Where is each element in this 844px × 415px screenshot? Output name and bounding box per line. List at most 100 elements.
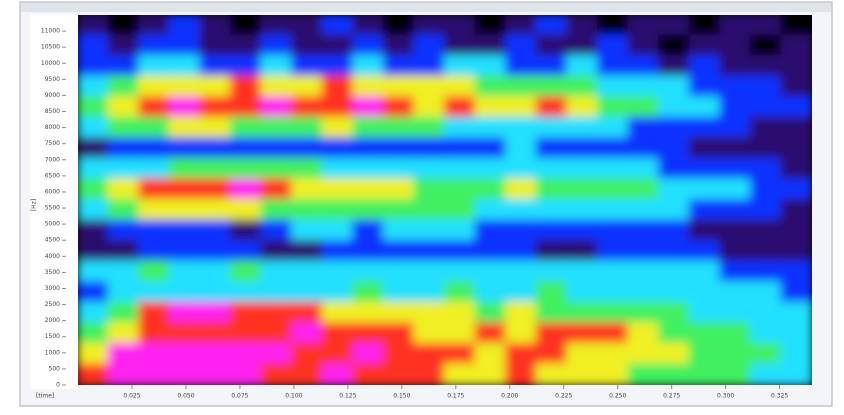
heatmap-cell (321, 301, 355, 325)
heatmap-cell (444, 34, 477, 58)
heatmap-cell (596, 55, 630, 78)
heatmap-cell (413, 342, 446, 366)
heatmap-cell (382, 157, 416, 181)
heatmap-cell (382, 34, 416, 58)
heatmap-cell (260, 240, 294, 263)
heatmap-cell (749, 342, 783, 366)
heatmap-cell (749, 15, 783, 37)
heatmap-cell (260, 116, 294, 140)
y-tick-label: 1000 (45, 349, 60, 356)
heatmap-cell (780, 178, 812, 201)
heatmap-cell (749, 178, 783, 201)
heatmap-cell (688, 281, 722, 304)
heatmap-cell (596, 281, 630, 304)
y-axis-panel (30, 14, 78, 389)
heatmap-cell (535, 116, 569, 140)
x-tick-label: 0.300 (717, 393, 734, 400)
heatmap-cell (535, 137, 569, 160)
heatmap-cell (749, 157, 783, 181)
heatmap-cell (138, 137, 171, 160)
heatmap-cell (78, 157, 110, 181)
heatmap-cell (138, 260, 171, 284)
heatmap-cell (107, 199, 141, 222)
heatmap-cell (535, 301, 569, 325)
heatmap-cell (719, 301, 752, 325)
heatmap-cell (321, 96, 355, 119)
heatmap-cell (688, 178, 722, 201)
heatmap-cell (719, 34, 752, 58)
heatmap-cell (138, 240, 171, 263)
heatmap-cell (352, 137, 385, 160)
heatmap-cell (444, 322, 477, 345)
heatmap-cell (382, 260, 416, 284)
heatmap-cell (260, 96, 294, 119)
heatmap-cell (505, 260, 538, 284)
heatmap-cell (474, 363, 508, 385)
heatmap-cell (474, 137, 508, 160)
heatmap-cell (658, 137, 691, 160)
heatmap-cell (780, 34, 812, 58)
heatmap-cell (596, 137, 630, 160)
heatmap-cell (291, 260, 324, 284)
heatmap-cell (382, 96, 416, 119)
heatmap-cell (688, 137, 722, 160)
heatmap-cell (719, 137, 752, 160)
heatmap-cell (413, 301, 446, 325)
heatmap-cell (444, 75, 477, 99)
heatmap-cell (78, 342, 110, 366)
heatmap-cell (535, 260, 569, 284)
heatmap-cell (138, 75, 171, 99)
title-bar (21, 3, 831, 12)
heatmap-cell (199, 301, 232, 325)
heatmap-cell (382, 75, 416, 99)
heatmap-cell (535, 363, 569, 385)
heatmap-cell (749, 301, 783, 325)
heatmap-cell (107, 178, 141, 201)
heatmap-cell (658, 157, 691, 181)
heatmap-cell (107, 96, 141, 119)
heatmap-cell (505, 240, 538, 263)
heatmap-cell (260, 322, 294, 345)
heatmap-cell (382, 342, 416, 366)
heatmap-cell (505, 301, 538, 325)
heatmap-cell (780, 137, 812, 160)
heatmap-cell (291, 157, 324, 181)
heatmap-cell (627, 342, 661, 366)
heatmap-cell (444, 199, 477, 222)
heatmap-cell (749, 281, 783, 304)
heatmap-cell (382, 240, 416, 263)
heatmap-cell (658, 260, 691, 284)
heatmap-cell (658, 301, 691, 325)
heatmap-cell (596, 363, 630, 385)
heatmap-cell (474, 15, 508, 37)
heatmap-cell (780, 342, 812, 366)
heatmap-cell (107, 240, 141, 263)
heatmap-cell (688, 75, 722, 99)
heatmap-cell (474, 260, 508, 284)
heatmap-cell (260, 301, 294, 325)
heatmap-cell (199, 363, 232, 385)
heatmap-cell (107, 34, 141, 58)
heatmap-cell (780, 96, 812, 119)
x-tick-label: 0.200 (501, 393, 518, 400)
heatmap-cell (352, 240, 385, 263)
heatmap-cell (535, 240, 569, 263)
heatmap-cell (138, 34, 171, 58)
heatmap-cell (505, 219, 538, 243)
heatmap-cell (229, 15, 263, 37)
heatmap-cell (78, 137, 110, 160)
heatmap-cell (352, 301, 385, 325)
heatmap-cell (229, 260, 263, 284)
heatmap-cell (627, 260, 661, 284)
heatmap-cell (566, 260, 599, 284)
heatmap-cell (444, 240, 477, 263)
heatmap-cell (199, 34, 232, 58)
heatmap-cell (505, 55, 538, 78)
heatmap-cell (627, 199, 661, 222)
heatmap-cell (688, 34, 722, 58)
y-tick-label: 4000 (45, 253, 60, 260)
heatmap-cell (596, 34, 630, 58)
heatmap-cell (138, 15, 171, 37)
heatmap-cell (444, 137, 477, 160)
heatmap-cell (78, 301, 110, 325)
